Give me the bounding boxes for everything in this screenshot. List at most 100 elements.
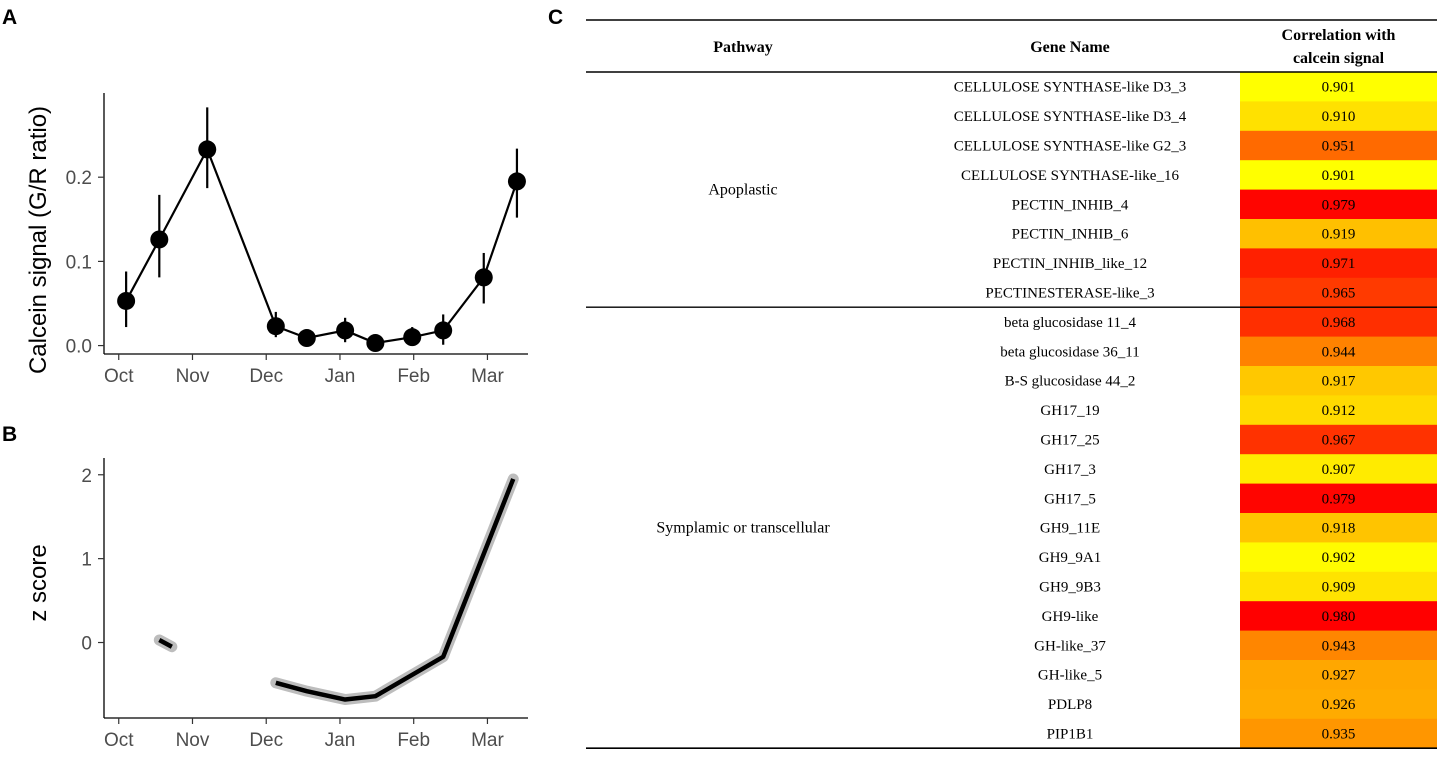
gene-name-cell: GH9-like	[1042, 609, 1099, 625]
correlation-cell	[1240, 248, 1437, 279]
correlation-cell	[1240, 601, 1437, 632]
data-point	[336, 321, 355, 340]
correlation-value: 0.944	[1322, 344, 1356, 360]
correlation-cell	[1240, 277, 1437, 308]
correlation-cell	[1240, 660, 1437, 690]
data-line	[125, 146, 518, 345]
correlation-value: 0.943	[1322, 638, 1356, 654]
gene-name-cell: GH9_9A1	[1039, 550, 1102, 566]
panel-letter-c: C	[548, 6, 563, 29]
panel-letter-b: B	[2, 423, 17, 446]
correlation-value: 0.907	[1322, 462, 1356, 478]
correlation-cell	[1240, 130, 1437, 161]
gene-name-cell: CELLULOSE SYNTHASE-like_16	[961, 168, 1179, 184]
gene-name-cell: CELLULOSE SYNTHASE-like D3_3	[954, 80, 1187, 96]
x-tick-label: Dec	[249, 730, 283, 751]
chart-b-ylabel: z score	[25, 544, 52, 621]
correlation-cell	[1240, 513, 1437, 543]
x-tick-label: Oct	[104, 730, 134, 751]
gene-name-cell: PECTINESTERASE-like_3	[985, 286, 1154, 302]
correlation-value: 0.971	[1322, 256, 1356, 272]
gene-name-cell: beta glucosidase 11_4	[1004, 315, 1136, 331]
data-point	[198, 140, 217, 159]
correlation-cell	[1240, 689, 1437, 720]
series-line	[158, 638, 173, 649]
correlation-cell	[1240, 189, 1437, 220]
correlation-value: 0.901	[1322, 80, 1356, 96]
gene-name-cell: GH17_3	[1044, 462, 1096, 478]
gene-name-cell: GH17_25	[1040, 433, 1099, 449]
correlation-cell	[1240, 630, 1437, 661]
data-point	[266, 317, 285, 336]
correlation-cell	[1240, 336, 1437, 367]
panel-letter-a: A	[2, 6, 17, 29]
y-tick-label: 1	[81, 550, 92, 571]
column-header-gene-name: Gene Name	[1030, 39, 1110, 56]
z-score-chart: z score Oct Nov Dec Jan Feb Mar 0 1 2	[25, 458, 528, 751]
calcein-signal-chart: Calcein signal (G/R ratio) Oct Nov Dec Jan F…	[25, 93, 528, 387]
correlation-value: 0.965	[1322, 286, 1356, 302]
correlation-value: 0.917	[1322, 374, 1356, 390]
x-tick-label: Feb	[397, 730, 430, 751]
data-point	[474, 268, 493, 287]
y-tick-label: 2	[81, 466, 92, 487]
correlation-cell	[1240, 366, 1437, 396]
correlation-value: 0.979	[1322, 491, 1356, 507]
x-tick-label: Dec	[249, 366, 283, 387]
correlation-value: 0.968	[1322, 315, 1356, 331]
column-header-correlation: calcein signal	[1293, 50, 1385, 67]
correlation-value: 0.951	[1322, 139, 1356, 155]
x-tick-label: Oct	[104, 366, 134, 387]
correlation-cell	[1240, 483, 1437, 514]
x-tick-label: Jan	[325, 730, 356, 751]
y-tick-label: 0.0	[66, 337, 92, 358]
correlation-cell	[1240, 72, 1437, 102]
gene-name-cell: GH-like_37	[1034, 638, 1106, 654]
data-point	[507, 172, 526, 191]
y-tick-label: 0.2	[66, 168, 92, 189]
x-tick-label: Jan	[325, 366, 356, 387]
correlation-value: 0.926	[1322, 697, 1356, 713]
correlation-cell	[1240, 395, 1437, 426]
correlation-cell	[1240, 542, 1437, 573]
gene-name-cell: PECTIN_INHIB_like_12	[993, 256, 1147, 272]
x-tick-label: Nov	[176, 366, 210, 387]
correlation-cell	[1240, 424, 1437, 455]
correlation-cell	[1240, 307, 1437, 338]
column-header-correlation: Correlation with	[1282, 27, 1396, 44]
gene-name-cell: B-S glucosidase 44_2	[1005, 374, 1136, 390]
x-tick-label: Feb	[397, 366, 430, 387]
correlation-cell	[1240, 219, 1437, 249]
gene-name-cell: GH17_5	[1044, 491, 1096, 507]
y-tick-label: 0.1	[66, 252, 92, 273]
gene-name-cell: beta glucosidase 36_11	[1000, 344, 1139, 360]
correlation-value: 0.909	[1322, 580, 1356, 596]
gene-name-cell: CELLULOSE SYNTHASE-like D3_4	[954, 109, 1187, 125]
correlation-value: 0.927	[1322, 668, 1356, 684]
gene-name-cell: PECTIN_INHIB_4	[1012, 197, 1129, 213]
confidence-band	[270, 473, 519, 706]
correlation-cell	[1240, 718, 1437, 749]
x-tick-label: Mar	[471, 730, 504, 751]
series-line	[275, 478, 516, 702]
correlation-cell	[1240, 160, 1437, 191]
correlation-cell	[1240, 101, 1437, 132]
chart-a-ylabel: Calcein signal (G/R ratio)	[25, 106, 52, 374]
data-point	[297, 329, 316, 348]
gene-name-cell: PECTIN_INHIB_6	[1012, 227, 1129, 243]
correlation-value: 0.902	[1322, 550, 1356, 566]
data-point	[403, 328, 422, 347]
pathway-label: Apoplastic	[708, 182, 777, 199]
x-tick-label: Nov	[176, 730, 210, 751]
gene-name-cell: PIP1B1	[1047, 727, 1094, 743]
y-tick-label: 0	[81, 634, 92, 655]
gene-name-cell: GH9_11E	[1040, 521, 1100, 537]
gene-name-cell: GH9_9B3	[1039, 580, 1101, 596]
correlation-value: 0.901	[1322, 168, 1356, 184]
correlation-cell	[1240, 454, 1437, 485]
correlation-value: 0.910	[1322, 109, 1356, 125]
column-header-pathway: Pathway	[713, 39, 773, 56]
gene-name-cell: PDLP8	[1048, 697, 1092, 713]
correlation-value: 0.919	[1322, 227, 1356, 243]
